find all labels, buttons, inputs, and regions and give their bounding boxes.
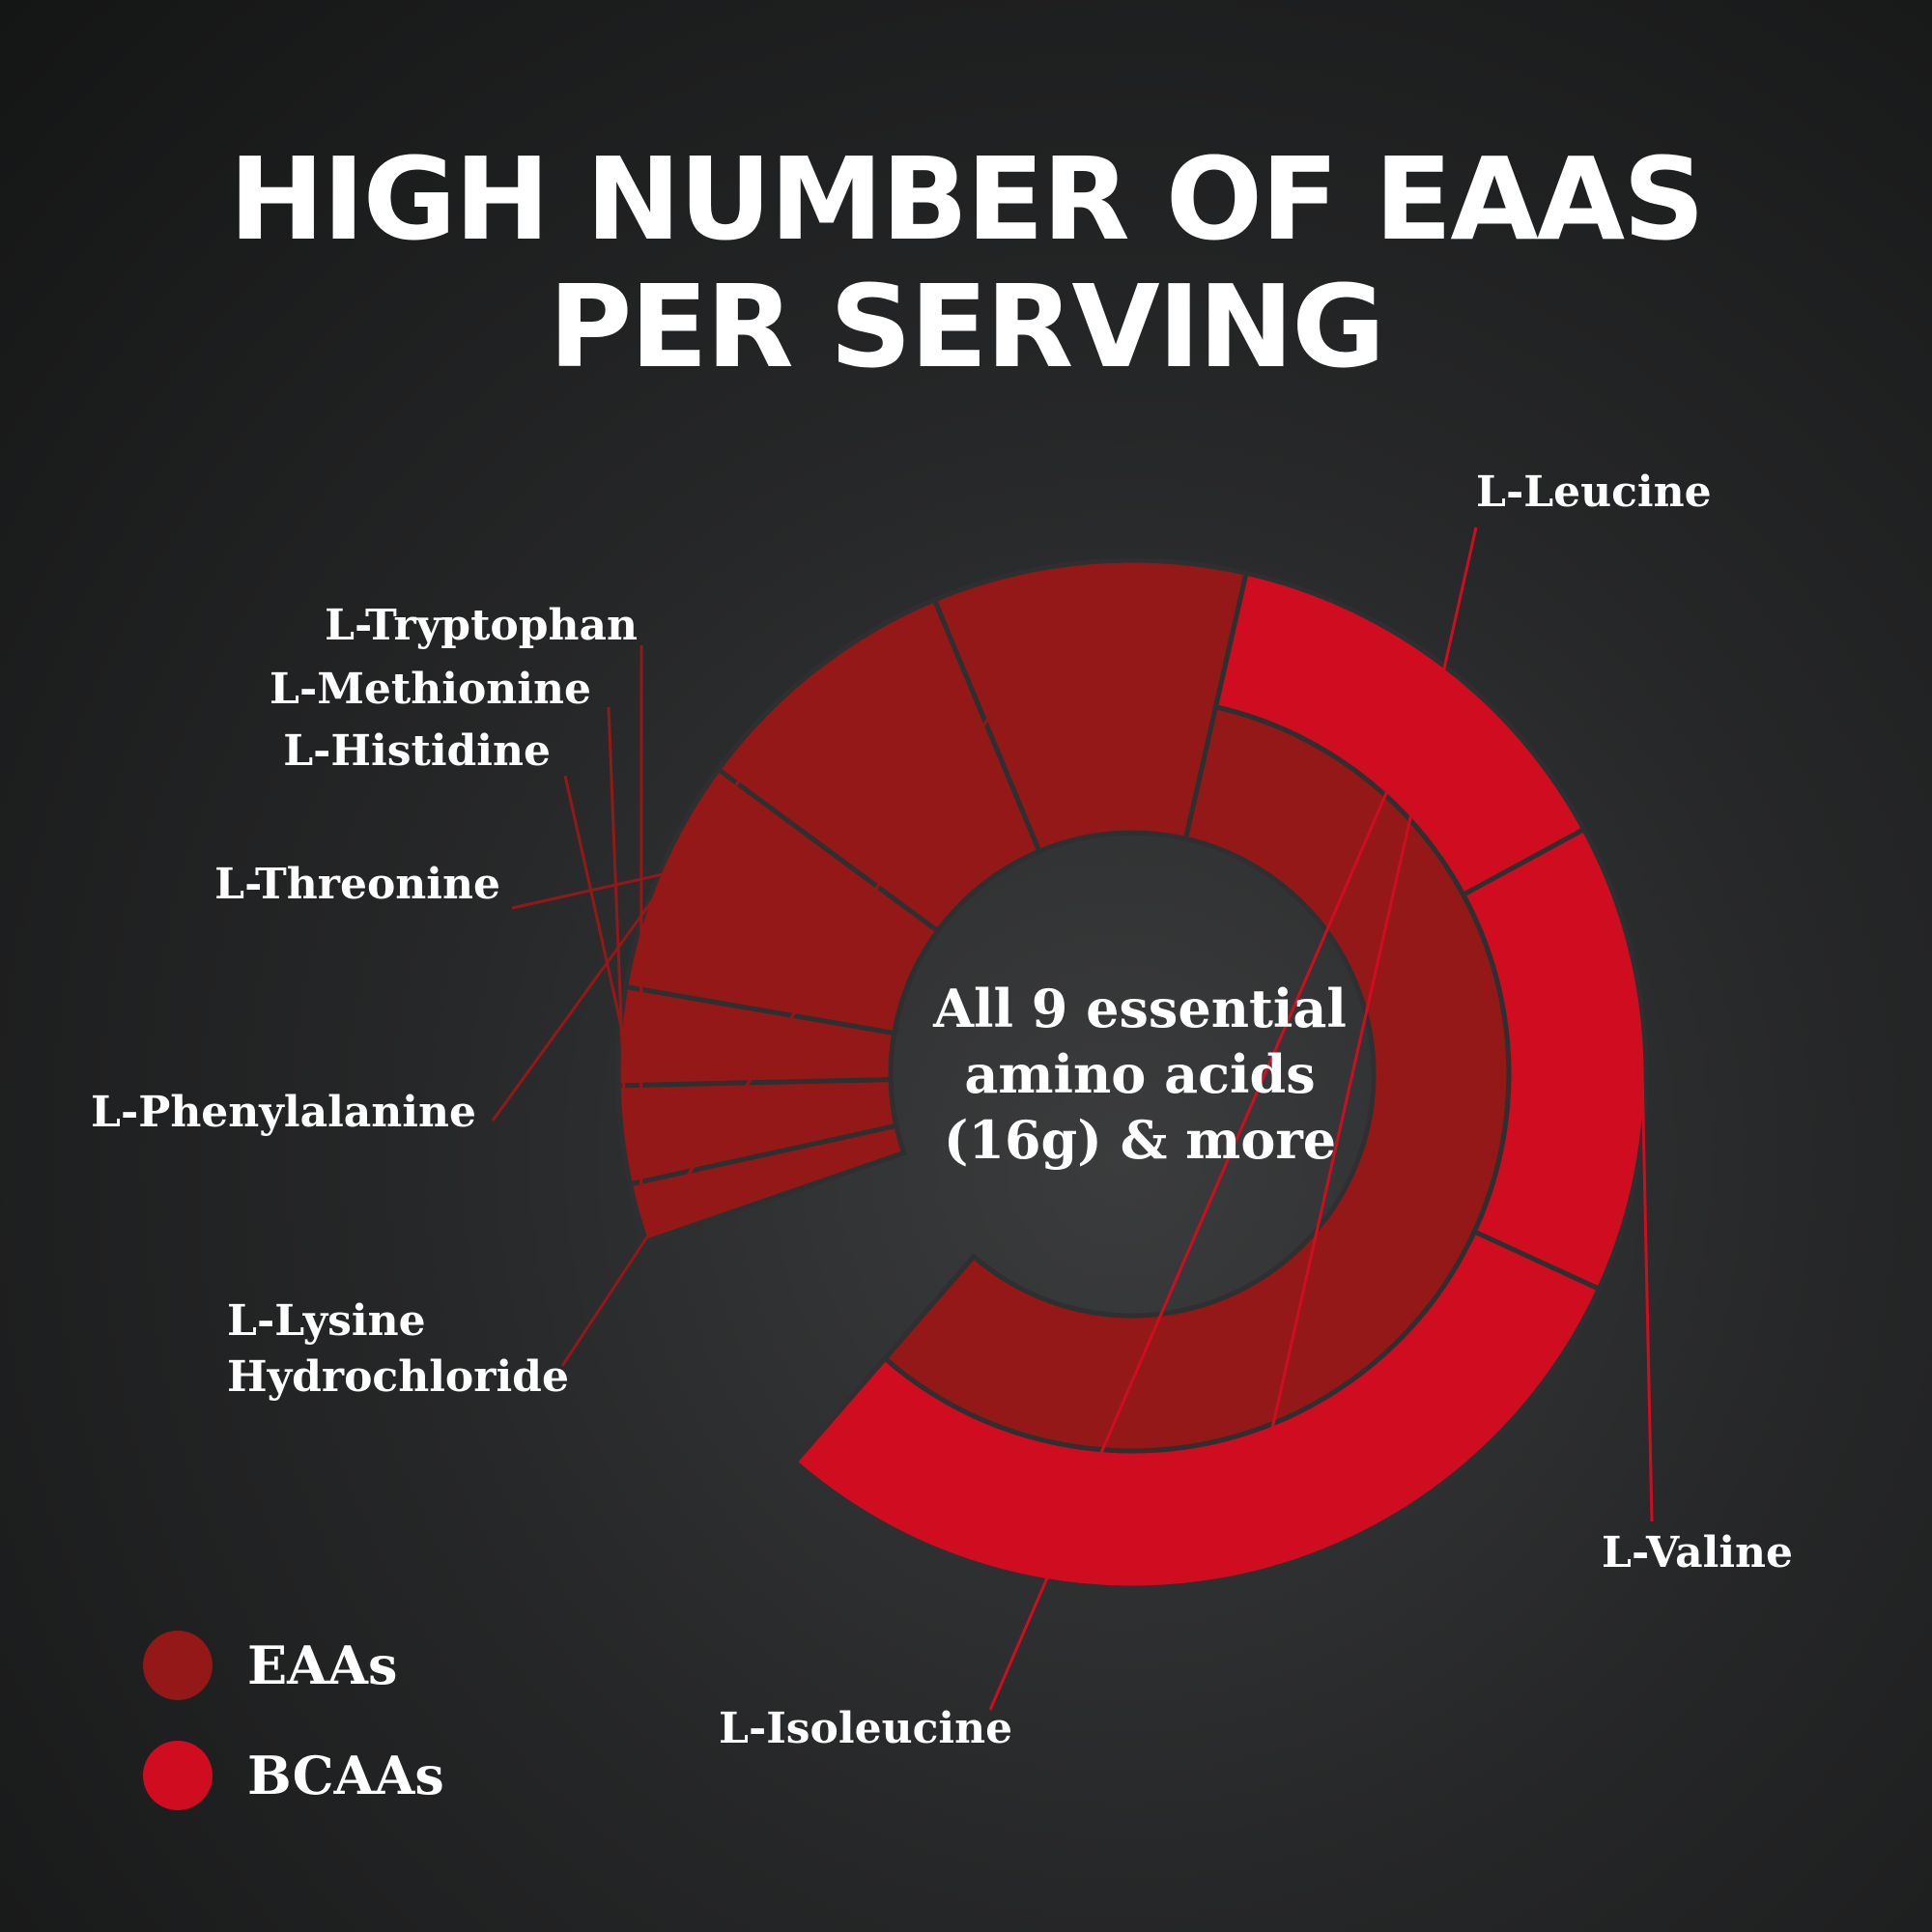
leader-line-l-threonine [511, 872, 664, 910]
slice-label-l-histidine: L-Histidine [283, 726, 551, 776]
chart-title: HIGH NUMBER OF EAAS PER SERVING [0, 135, 1932, 390]
legend: EAAs BCAAs [143, 1631, 444, 1851]
leader-line-l-methionine [607, 706, 628, 1135]
leader-line-l-lysine-hydrochloride [560, 565, 1091, 1367]
legend-label-bcaas: BCAAs [247, 1745, 444, 1806]
leader-line-l-leucine [1237, 526, 1478, 1574]
center-label-line-2: amino acids [964, 1043, 1316, 1105]
slice-labels: L-Leucine L-Valine L-Isoleucine L-Lysine Hyd… [91, 468, 1793, 1753]
outer-slice-l-isoleucine [1212, 570, 1588, 898]
center-label: All 9 essential amino acids (16g) & more [840, 976, 1439, 1173]
outer-slice-l-histidine [615, 983, 897, 1089]
leader-line-l-phenylalanine [491, 671, 819, 1122]
slice-label-l-leucine: L-Leucine [1476, 468, 1712, 517]
legend-item-eaas: EAAs [143, 1631, 444, 1700]
title-line-1: HIGH NUMBER OF EAAS [228, 132, 1705, 266]
outer-slice-l-lysine-hydrochloride [931, 557, 1249, 855]
legend-item-bcaas: BCAAs [143, 1741, 444, 1810]
slice-label-l-lysine-hydrochloride-1: L-Lysine [227, 1296, 426, 1346]
outer-slice-l-methionine [615, 1077, 899, 1187]
slice-label-l-lysine-hydrochloride-2: Hydrochloride [227, 1352, 569, 1402]
legend-label-eaas: EAAs [247, 1634, 398, 1696]
outer-slice-l-tryptophan [627, 1122, 907, 1245]
outer-slice-l-phenylalanine [715, 596, 1043, 935]
outer-ring [615, 557, 1649, 1591]
slice-label-l-tryptophan: L-Tryptophan [325, 601, 638, 650]
legend-swatch-bcaas [143, 1741, 213, 1810]
leader-line-l-isoleucine [988, 667, 1442, 1711]
slice-label-l-valine: L-Valine [1602, 1528, 1793, 1577]
leader-lines [491, 526, 1654, 1711]
center-label-line-1: All 9 essential [933, 978, 1347, 1039]
slice-label-l-isoleucine: L-Isoleucine [719, 1704, 1012, 1753]
outer-slice-l-leucine [791, 1228, 1603, 1591]
leader-line-l-valine [1640, 1057, 1654, 1522]
slice-label-l-phenylalanine: L-Phenylalanine [91, 1088, 476, 1137]
title-line-2: PER SERVING [548, 260, 1385, 393]
outer-slice-l-valine [1460, 826, 1649, 1293]
leader-line-l-histidine [563, 775, 625, 1037]
slice-label-l-methionine: L-Methionine [270, 665, 591, 714]
center-label-line-3: (16g) & more [943, 1109, 1337, 1171]
legend-swatch-eaas [143, 1631, 213, 1700]
slice-label-l-threonine: L-Threonine [214, 860, 500, 909]
